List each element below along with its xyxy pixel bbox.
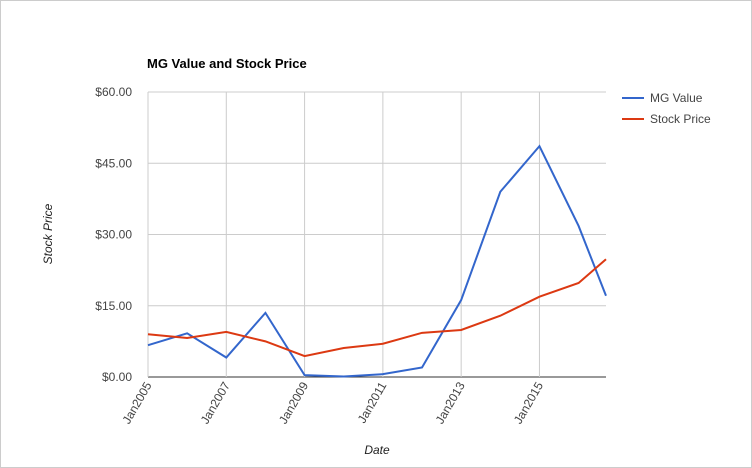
y-tick-label: $0.00: [102, 370, 132, 384]
y-tick-label: $30.00: [95, 228, 132, 242]
data-line: [147, 144, 607, 378]
y-tick-label: $60.00: [95, 85, 132, 99]
x-axis-title: Date: [364, 443, 390, 457]
chart-title: MG Value and Stock Price: [147, 56, 307, 71]
y-tick-label: $45.00: [95, 156, 132, 170]
y-tick-label: $15.00: [95, 299, 132, 313]
y-axis-title: Stock Price: [41, 203, 55, 264]
legend-label: MG Value: [650, 91, 703, 105]
data-line: [147, 258, 607, 358]
legend-label: Stock Price: [650, 112, 711, 126]
